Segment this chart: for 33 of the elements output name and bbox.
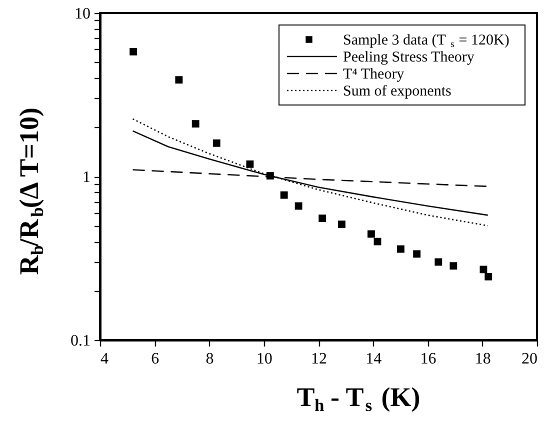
point [413,250,421,258]
point [484,272,492,280]
point [434,258,442,266]
x-tick-label: 10 [256,350,272,368]
x-tick-label: 16 [420,350,436,368]
point [294,202,302,210]
x-tick-label: 8 [206,350,214,368]
point [246,160,254,168]
legend-label: Peeling Stress Theory [343,50,475,66]
point [280,191,288,199]
line-series [132,118,488,226]
point [450,262,458,270]
point [192,120,200,128]
x-tick-label: 6 [151,350,160,368]
x-tick-label: 14 [366,350,382,368]
y-tick-label: 0.1 [70,332,90,350]
point [212,139,220,147]
point [374,238,382,246]
x-tick-label: 12 [311,350,327,368]
x-tick-label: 18 [474,350,491,368]
x-tick-label: 20 [522,350,538,368]
y-tick-label: 10 [74,6,90,22]
point [397,245,404,253]
legend-label: Sum of exponents [343,84,452,100]
point [175,76,183,84]
y-axis-title: Rb/Rb(Δ T=10) [14,108,48,275]
point [130,48,138,56]
point [318,214,326,222]
point [338,220,346,228]
y-tick-label: 1 [82,169,90,186]
x-tick-label: 4 [100,350,108,368]
legend-label: T⁴ Theory [343,66,405,82]
point [368,230,375,238]
